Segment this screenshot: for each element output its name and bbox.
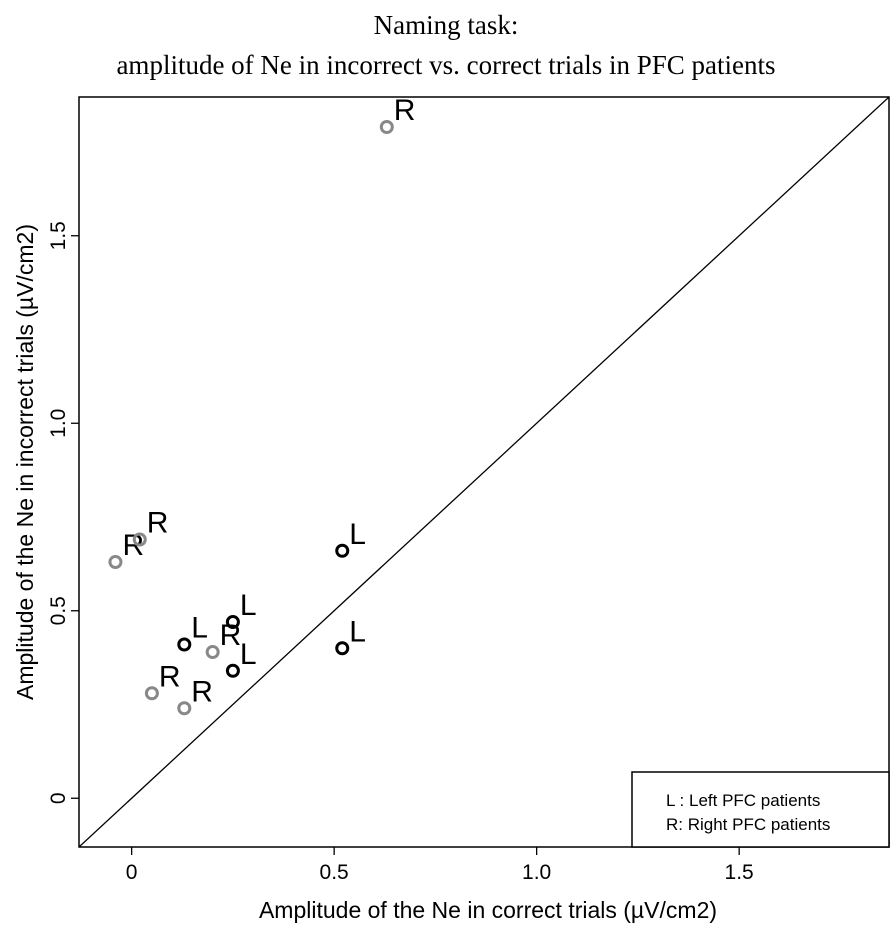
data-point [335, 641, 350, 656]
point-label: L [240, 638, 257, 671]
point-label: L [240, 589, 257, 622]
legend: L : Left PFC patients R: Right PFC patie… [631, 771, 890, 848]
legend-entry-right: R: Right PFC patients [666, 815, 830, 834]
point-label: R [394, 94, 416, 127]
point-label: L [191, 612, 208, 645]
identity-line [79, 97, 889, 847]
y-axis-label: Amplitude of the Ne in incorrect trials … [12, 224, 38, 700]
data-point [335, 543, 350, 558]
point-label: R [220, 619, 242, 652]
axes-layer: 0 0.5 1.0 1.5 0 0.5 1.0 1.5 [47, 221, 754, 884]
legend-entry-left: L : Left PFC patients [666, 791, 820, 810]
point-label: R [147, 507, 169, 540]
chart-title: Naming task: [373, 10, 519, 40]
point-label: R [191, 675, 213, 708]
y-tick-label: 1.5 [47, 221, 70, 250]
point-label: L [349, 615, 366, 648]
x-tick-label: 0.5 [320, 861, 349, 884]
chart-subtitle: amplitude of Ne in incorrect vs. correct… [116, 50, 776, 80]
legend-box [631, 771, 890, 848]
y-tick-label: 0.5 [47, 596, 70, 625]
data-point [144, 686, 159, 701]
data-point [177, 637, 192, 652]
data-point [177, 701, 192, 716]
x-tick-label: 1.0 [522, 861, 551, 884]
y-tick-label: 1.0 [47, 409, 70, 438]
x-tick-label: 1.5 [725, 861, 754, 884]
x-tick-label: 0 [126, 861, 138, 884]
data-point [132, 532, 147, 547]
data-point [108, 555, 123, 569]
data-point [205, 645, 220, 659]
data-point [225, 663, 240, 678]
x-axis-label: Amplitude of the Ne in correct trials (µ… [259, 897, 717, 923]
point-label: L [349, 518, 366, 551]
plot-frame [78, 96, 890, 848]
data-point [225, 615, 240, 629]
point-label: R [122, 529, 144, 562]
point-label: R [159, 660, 181, 693]
data-point [379, 120, 394, 134]
y-tick-label: 0 [47, 792, 70, 804]
